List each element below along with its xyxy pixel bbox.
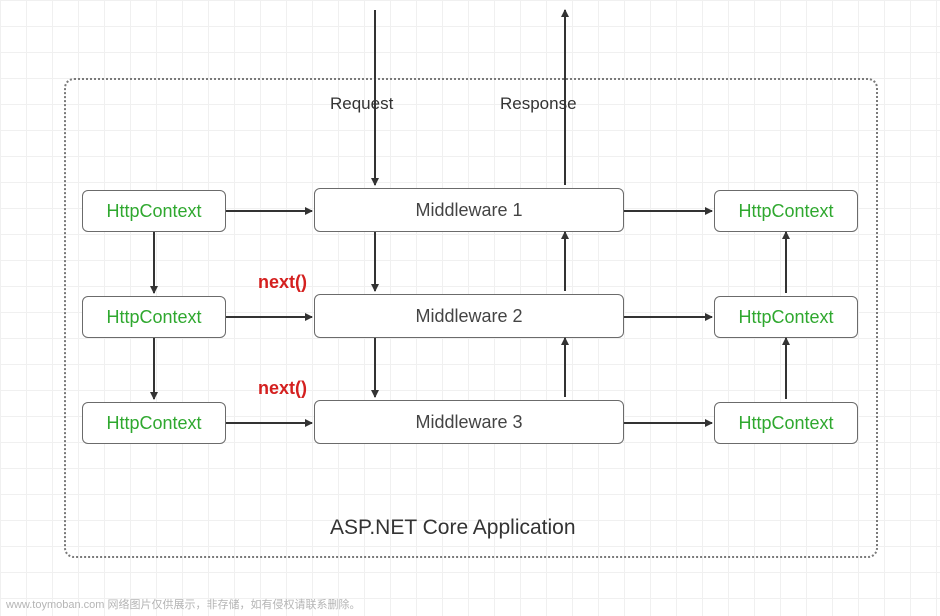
middleware-label: Middleware 1: [415, 200, 522, 221]
middleware-label: Middleware 2: [415, 306, 522, 327]
httpcontext-left-3: HttpContext: [82, 402, 226, 444]
next-label-1: next(): [258, 272, 307, 293]
httpcontext-label: HttpContext: [738, 413, 833, 434]
httpcontext-left-2: HttpContext: [82, 296, 226, 338]
httpcontext-right-2: HttpContext: [714, 296, 858, 338]
httpcontext-label: HttpContext: [738, 201, 833, 222]
next-label-2: next(): [258, 378, 307, 399]
httpcontext-label: HttpContext: [738, 307, 833, 328]
middleware-label: Middleware 3: [415, 412, 522, 433]
httpcontext-left-1: HttpContext: [82, 190, 226, 232]
httpcontext-label: HttpContext: [106, 413, 201, 434]
httpcontext-right-3: HttpContext: [714, 402, 858, 444]
middleware-3: Middleware 3: [314, 400, 624, 444]
httpcontext-label: HttpContext: [106, 201, 201, 222]
app-caption: ASP.NET Core Application: [330, 516, 576, 540]
httpcontext-label: HttpContext: [106, 307, 201, 328]
response-label: Response: [500, 94, 577, 114]
middleware-2: Middleware 2: [314, 294, 624, 338]
request-label: Request: [330, 94, 393, 114]
httpcontext-right-1: HttpContext: [714, 190, 858, 232]
middleware-1: Middleware 1: [314, 188, 624, 232]
footer-note: www.toymoban.com 网络图片仅供展示，非存储，如有侵权请联系删除。: [6, 596, 360, 612]
